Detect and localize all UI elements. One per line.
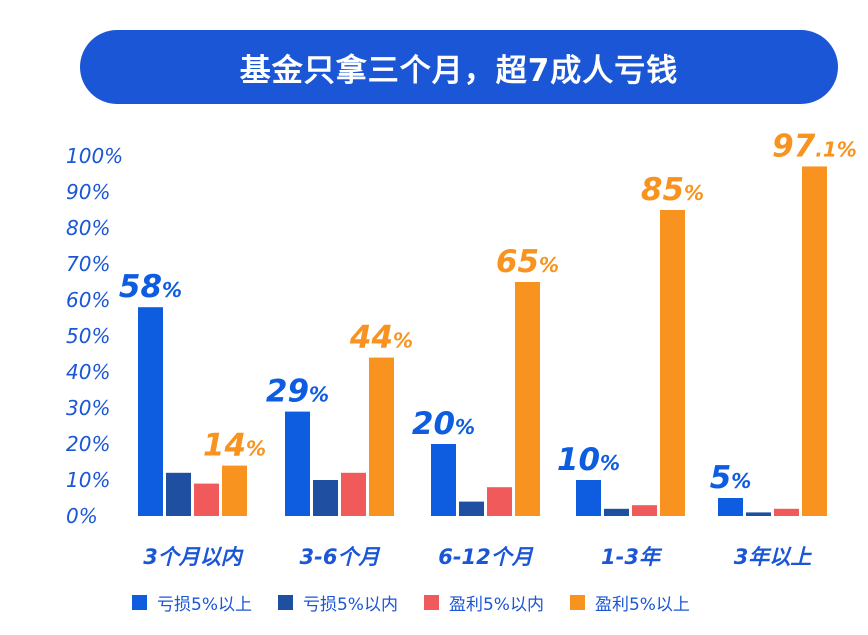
x-category-label: 3年以上 [734, 545, 813, 569]
data-label: 85% [641, 172, 704, 208]
x-category-label: 1-3年 [601, 545, 663, 569]
data-label: 58% [119, 269, 182, 305]
bar [138, 307, 163, 516]
bar [718, 498, 743, 516]
bar [660, 210, 685, 516]
bar-chart: 0% 10% 20% 30% 40% 50% 60% 70% 80% 90% 100% 58% 14% 3… [66, 128, 857, 569]
bar [313, 480, 338, 516]
chart-title: 基金只拿三个月，超7成人亏钱 [239, 52, 679, 89]
bar [341, 472, 366, 516]
data-label: 44% [349, 320, 413, 356]
data-label: 14% [203, 428, 266, 464]
legend-label: 亏损5%以上 [157, 595, 252, 615]
legend-label: 盈利5%以上 [594, 595, 690, 615]
y-tick-label: 50% [66, 324, 110, 348]
bar [487, 487, 512, 516]
legend-swatch [569, 595, 585, 610]
bar [369, 357, 394, 516]
legend-label: 亏损5%以内 [302, 595, 398, 615]
legend-swatch [423, 595, 439, 610]
y-tick-label: 40% [66, 360, 110, 384]
y-tick-label: 100% [66, 144, 123, 168]
x-category-label: 3个月以内 [143, 545, 244, 569]
x-category-label: 6-12个月 [438, 545, 534, 569]
data-label: 5% [710, 460, 752, 496]
y-tick-label: 60% [66, 288, 110, 312]
y-tick-label: 90% [66, 180, 110, 204]
y-tick-label: 80% [66, 216, 110, 240]
x-category-label: 3-6个月 [300, 545, 381, 569]
legend-label: 盈利5%以内 [448, 595, 544, 615]
bar [746, 512, 771, 516]
legend-item: 亏损5%以上 [132, 590, 252, 615]
y-tick-label: 0% [66, 504, 98, 528]
bar [576, 480, 601, 516]
bar [774, 508, 799, 516]
bar [459, 501, 484, 516]
y-tick-label: 70% [66, 252, 110, 276]
y-tick-label: 10% [66, 468, 110, 492]
y-tick-label: 30% [66, 396, 110, 420]
bar [632, 505, 657, 516]
bar [802, 166, 827, 516]
bar [194, 483, 219, 516]
y-tick-label: 20% [66, 432, 110, 456]
bar [166, 472, 191, 516]
data-label: 97.1% [772, 128, 857, 164]
legend: 亏损5%以上 亏损5%以内 盈利5%以内 盈利5%以上 [132, 590, 716, 615]
bar [222, 465, 247, 516]
legend-swatch [277, 595, 293, 610]
bar [285, 411, 310, 516]
bar [604, 508, 629, 516]
data-label: 29% [266, 374, 329, 410]
legend-item: 亏损5%以内 [277, 590, 398, 615]
bar [515, 282, 540, 516]
data-label: 20% [412, 406, 475, 442]
legend-item: 盈利5%以内 [423, 590, 544, 615]
data-label: 10% [557, 442, 620, 478]
legend-item: 盈利5%以上 [569, 590, 690, 615]
bar [431, 444, 456, 516]
data-label: 65% [496, 244, 559, 280]
title-banner: 基金只拿三个月，超7成人亏钱 [80, 30, 838, 104]
legend-swatch [132, 595, 147, 610]
